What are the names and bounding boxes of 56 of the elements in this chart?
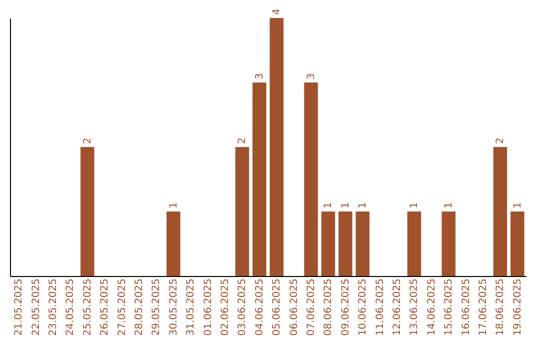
x-tick-label: 17.06.2025 xyxy=(478,278,489,336)
data-label: 3 xyxy=(306,73,317,80)
bar xyxy=(338,212,352,276)
data-label: 1 xyxy=(168,202,180,208)
x-tick-label: 09.06.2025 xyxy=(340,278,352,336)
x-tick-label: 31.05.2025 xyxy=(186,278,197,336)
x-tick-label: 08.06.2025 xyxy=(323,278,334,336)
data-label: 4 xyxy=(272,8,283,15)
x-tick-label: 03.06.2025 xyxy=(237,278,248,336)
bar xyxy=(166,212,180,276)
x-tick-label: 11.06.2025 xyxy=(374,278,386,336)
x-tick-label: 05.06.2025 xyxy=(272,278,283,336)
x-tick-label: 22.05.2025 xyxy=(30,278,42,336)
bar xyxy=(235,147,250,276)
x-tick-label: 25.05.2025 xyxy=(82,278,94,336)
x-tick-label: 24.05.2025 xyxy=(65,278,76,336)
bar xyxy=(356,212,370,276)
x-tick-label: 28.05.2025 xyxy=(134,278,145,336)
data-label: 1 xyxy=(512,202,524,208)
x-tick-label: 30.05.2025 xyxy=(168,278,180,336)
x-tick-label: 16.06.2025 xyxy=(460,278,472,336)
data-label: 1 xyxy=(409,202,420,208)
data-label: 1 xyxy=(444,202,455,208)
data-label: 1 xyxy=(323,202,334,208)
bar xyxy=(407,212,422,276)
x-tick-label: 23.05.2025 xyxy=(48,278,59,336)
x-tick-label: 01.06.2025 xyxy=(202,278,214,336)
bar xyxy=(510,212,524,276)
data-label: 2 xyxy=(237,138,248,144)
x-tick-label: 13.06.2025 xyxy=(409,278,420,336)
x-tick-label: 26.05.2025 xyxy=(100,278,111,336)
data-label: 2 xyxy=(495,138,506,144)
x-tick-label: 19.06.2025 xyxy=(512,278,524,336)
x-tick-label: 02.06.2025 xyxy=(220,278,231,336)
x-tick-label: 27.05.2025 xyxy=(116,278,128,336)
bar xyxy=(304,82,318,276)
bar xyxy=(252,82,266,276)
data-label: 2 xyxy=(82,138,94,144)
bar xyxy=(80,147,94,276)
x-tick-label: 12.06.2025 xyxy=(392,278,403,336)
data-label: 3 xyxy=(254,73,266,80)
x-tick-label: 10.06.2025 xyxy=(358,278,369,336)
data-label: 1 xyxy=(358,202,369,208)
x-tick-label: 06.06.2025 xyxy=(288,278,300,336)
data-label: 1 xyxy=(340,202,352,208)
x-tick-label: 07.06.2025 xyxy=(306,278,317,336)
bar xyxy=(493,147,508,276)
x-tick-label: 18.06.2025 xyxy=(495,278,506,336)
x-tick-label: 14.06.2025 xyxy=(426,278,438,336)
bar xyxy=(442,212,456,276)
bar xyxy=(321,212,336,276)
bar xyxy=(270,18,284,276)
x-tick-label: 21.05.2025 xyxy=(14,278,25,336)
x-tick-label: 15.06.2025 xyxy=(444,278,455,336)
x-tick-label: 29.05.2025 xyxy=(151,278,162,336)
x-tick-label: 04.06.2025 xyxy=(254,278,266,336)
